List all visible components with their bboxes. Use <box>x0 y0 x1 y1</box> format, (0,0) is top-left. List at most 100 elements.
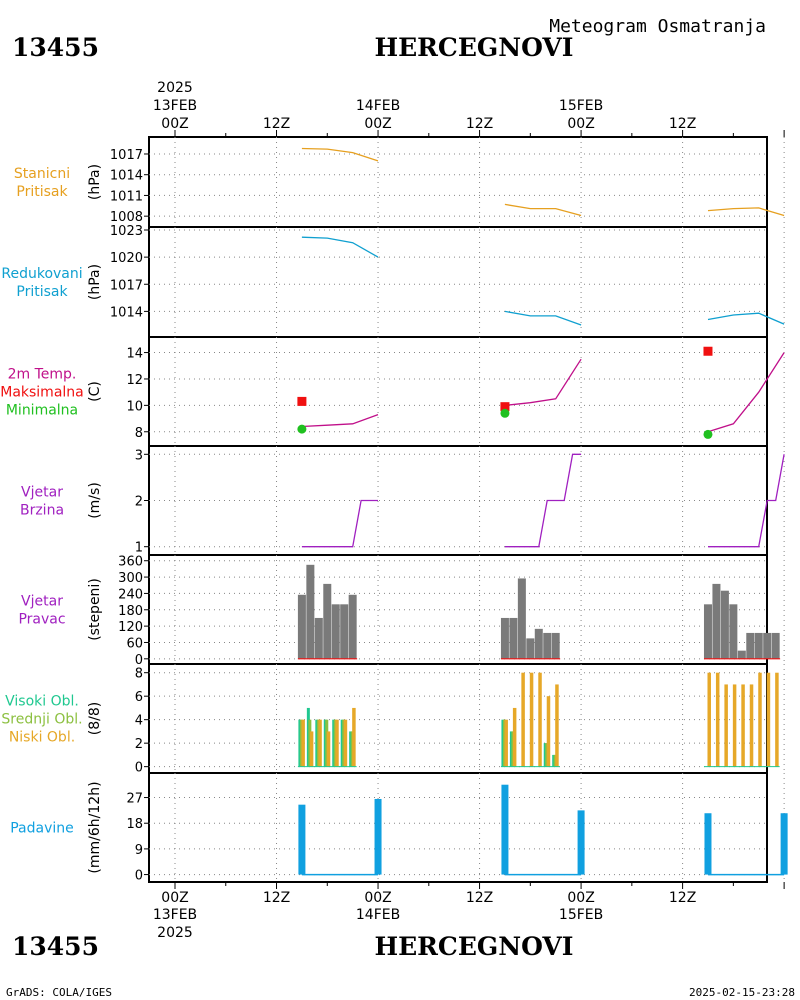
wind-direction-bar <box>771 632 780 659</box>
y-axis-label: (C) <box>87 381 103 402</box>
cloud-low-bar <box>538 672 542 767</box>
y-tick-label: 6 <box>135 690 143 705</box>
precipitation-bar <box>374 798 382 875</box>
top-date-label: 13FEB <box>153 98 197 114</box>
wind-direction-bar <box>500 617 509 659</box>
temp-min-marker <box>703 429 713 439</box>
chart-header: 13455 HERCEGNOVI Meteogram Osmatranja <box>12 16 766 62</box>
top-date-label: 15FEB <box>559 98 603 114</box>
wind-direction-bar <box>551 632 560 659</box>
wind-direction-bar <box>737 650 746 659</box>
panel-label: Vjetar <box>21 594 63 610</box>
top-hour-label: 12Z <box>669 116 696 132</box>
temp-min-marker <box>297 424 307 434</box>
y-tick-label: 9 <box>135 843 143 858</box>
panel-label: Pritisak <box>16 184 68 200</box>
wind-direction-bar <box>729 604 738 659</box>
y-tick-label: 4 <box>135 714 143 729</box>
bottom-year-label: 2025 <box>157 925 193 941</box>
cloud-low-bar <box>724 684 728 767</box>
cloud-low-bar <box>741 684 745 767</box>
bottom-hour-label: 12Z <box>263 890 290 906</box>
panel-label: Pravac <box>18 612 65 628</box>
wind-direction-bar <box>720 590 729 659</box>
panel-frame <box>148 772 768 883</box>
y-tick-label: 1020 <box>110 251 143 266</box>
bottom-hour-label: 00Z <box>364 890 391 906</box>
cloud-low-bar <box>512 707 517 767</box>
panel-label: Minimalna <box>6 403 78 419</box>
y-axis-label: (m/s) <box>87 482 103 519</box>
top-year-label: 2025 <box>157 80 193 96</box>
series-line <box>504 358 582 407</box>
cloud-low-bar <box>529 672 534 767</box>
series-line <box>707 207 785 217</box>
bottom-date-label: 14FEB <box>356 907 400 923</box>
y-tick-label: 120 <box>118 620 143 635</box>
y-axis-label: (hPa) <box>87 164 103 200</box>
cloud-low-bar <box>707 672 711 767</box>
panel-3: 1 2 3 (m/s) Vjetar Brzina <box>20 445 785 556</box>
y-tick-label: 1014 <box>110 169 143 184</box>
panel-label: 2m Temp. <box>8 367 77 383</box>
y-tick-label: 1011 <box>110 189 143 204</box>
bottom-hour-label: 12Z <box>466 890 493 906</box>
top-hour-label: 00Z <box>567 116 594 132</box>
panel-label: Srednji Obl. <box>1 712 82 728</box>
y-tick-label: 240 <box>118 587 143 602</box>
panel-frame <box>148 136 768 228</box>
precipitation-bar <box>704 813 712 875</box>
bottom-date-label: 15FEB <box>559 907 603 923</box>
y-tick-label: 1008 <box>110 210 143 225</box>
series-line <box>301 499 378 548</box>
y-tick-label: 10 <box>126 399 143 414</box>
timestamp-text: 2025-02-15-23:28 <box>689 986 795 999</box>
panel-label: Visoki Obl. <box>5 694 79 710</box>
wind-direction-bar <box>340 604 349 659</box>
cloud-low-bar <box>326 731 331 767</box>
wind-direction-bar <box>517 578 526 659</box>
series-line <box>708 454 785 548</box>
y-tick-label: 8 <box>135 667 143 682</box>
bottom-hour-label: 00Z <box>567 890 594 906</box>
cloud-low-bar <box>352 707 356 767</box>
cloud-low-bar <box>715 672 720 767</box>
cloud-low-bar <box>749 684 754 767</box>
precipitation-bar <box>577 810 585 875</box>
y-tick-label: 1017 <box>110 148 143 163</box>
wind-direction-bar <box>534 628 543 659</box>
product-title: Meteogram Osmatranja <box>549 16 766 37</box>
panel-0: 1008 1011 1014 1017 (hPa) Stanicni Pritisak <box>14 136 785 228</box>
y-tick-label: 14 <box>126 347 143 362</box>
precipitation-bar <box>501 784 509 875</box>
panel-label: Brzina <box>20 503 64 519</box>
top-hour-label: 12Z <box>466 116 493 132</box>
panel-frame <box>148 663 768 774</box>
precipitation-bar <box>780 813 788 875</box>
panel-label: Redukovani <box>1 266 82 282</box>
cloud-low-bar <box>309 731 314 767</box>
panel-label: Maksimalna <box>0 385 84 401</box>
panel-frame <box>148 226 768 338</box>
series-line <box>301 236 379 258</box>
temp-max-marker <box>500 402 510 412</box>
y-tick-label: 60 <box>126 636 143 651</box>
wind-direction-bar <box>297 594 306 659</box>
cloud-low-bar <box>766 672 771 767</box>
bottom-hour-label: 00Z <box>161 890 188 906</box>
precipitation-bar <box>298 804 306 875</box>
station-id-bottom: 13455 <box>12 932 99 961</box>
wind-direction-bar <box>348 594 357 659</box>
series-line <box>301 147 379 162</box>
cloud-low-bar <box>318 719 322 767</box>
station-name-bottom: HERCEGNOVI <box>374 932 573 961</box>
top-date-label: 14FEB <box>356 98 400 114</box>
series-line <box>707 352 785 433</box>
panel-label: Niski Obl. <box>9 730 75 746</box>
cloud-low-bar <box>732 684 737 767</box>
panel-label: Vjetar <box>21 485 63 501</box>
series-line <box>301 413 379 428</box>
wind-direction-bar <box>746 632 755 659</box>
